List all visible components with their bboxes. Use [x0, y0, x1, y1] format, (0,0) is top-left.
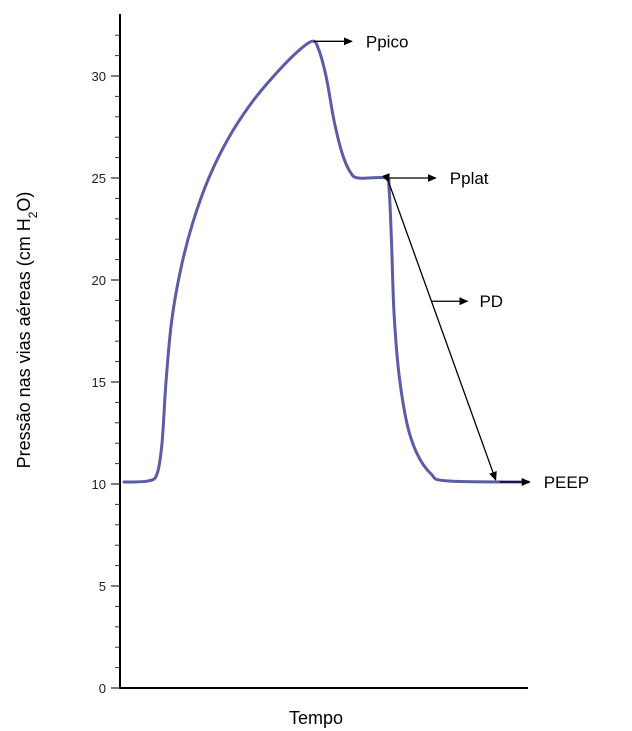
x-axis-title: Tempo — [289, 708, 343, 728]
ppico-label: Ppico — [366, 32, 409, 51]
annotations-layer: Ppico Pplat PEEP PD — [313, 32, 589, 492]
pd-double-arrow — [382, 173, 497, 481]
y-ticks: 0 5 10 15 20 25 30 — [92, 34, 120, 696]
y-tick-label: 25 — [92, 171, 106, 186]
pplat-label: Pplat — [450, 169, 489, 188]
y-axis-title-subscript: 2 — [26, 211, 40, 218]
pressure-curve — [122, 39, 530, 484]
y-tick-label: 15 — [92, 375, 106, 390]
series-layer — [122, 39, 530, 484]
y-tick-label: 5 — [99, 579, 106, 594]
axes — [119, 14, 528, 689]
y-tick-label: 10 — [92, 477, 106, 492]
y-tick-label: 0 — [99, 681, 106, 696]
pd-label: PD — [479, 292, 503, 311]
y-axis-title-end: O) — [14, 192, 34, 212]
y-tick-label: 30 — [92, 69, 106, 84]
y-tick-label: 20 — [92, 273, 106, 288]
y-axis-title-main: Pressão nas vias aéreas (cm H — [14, 218, 34, 468]
y-axis-title: Pressão nas vias aéreas (cm H2O) — [14, 192, 40, 469]
peep-label: PEEP — [544, 473, 589, 492]
